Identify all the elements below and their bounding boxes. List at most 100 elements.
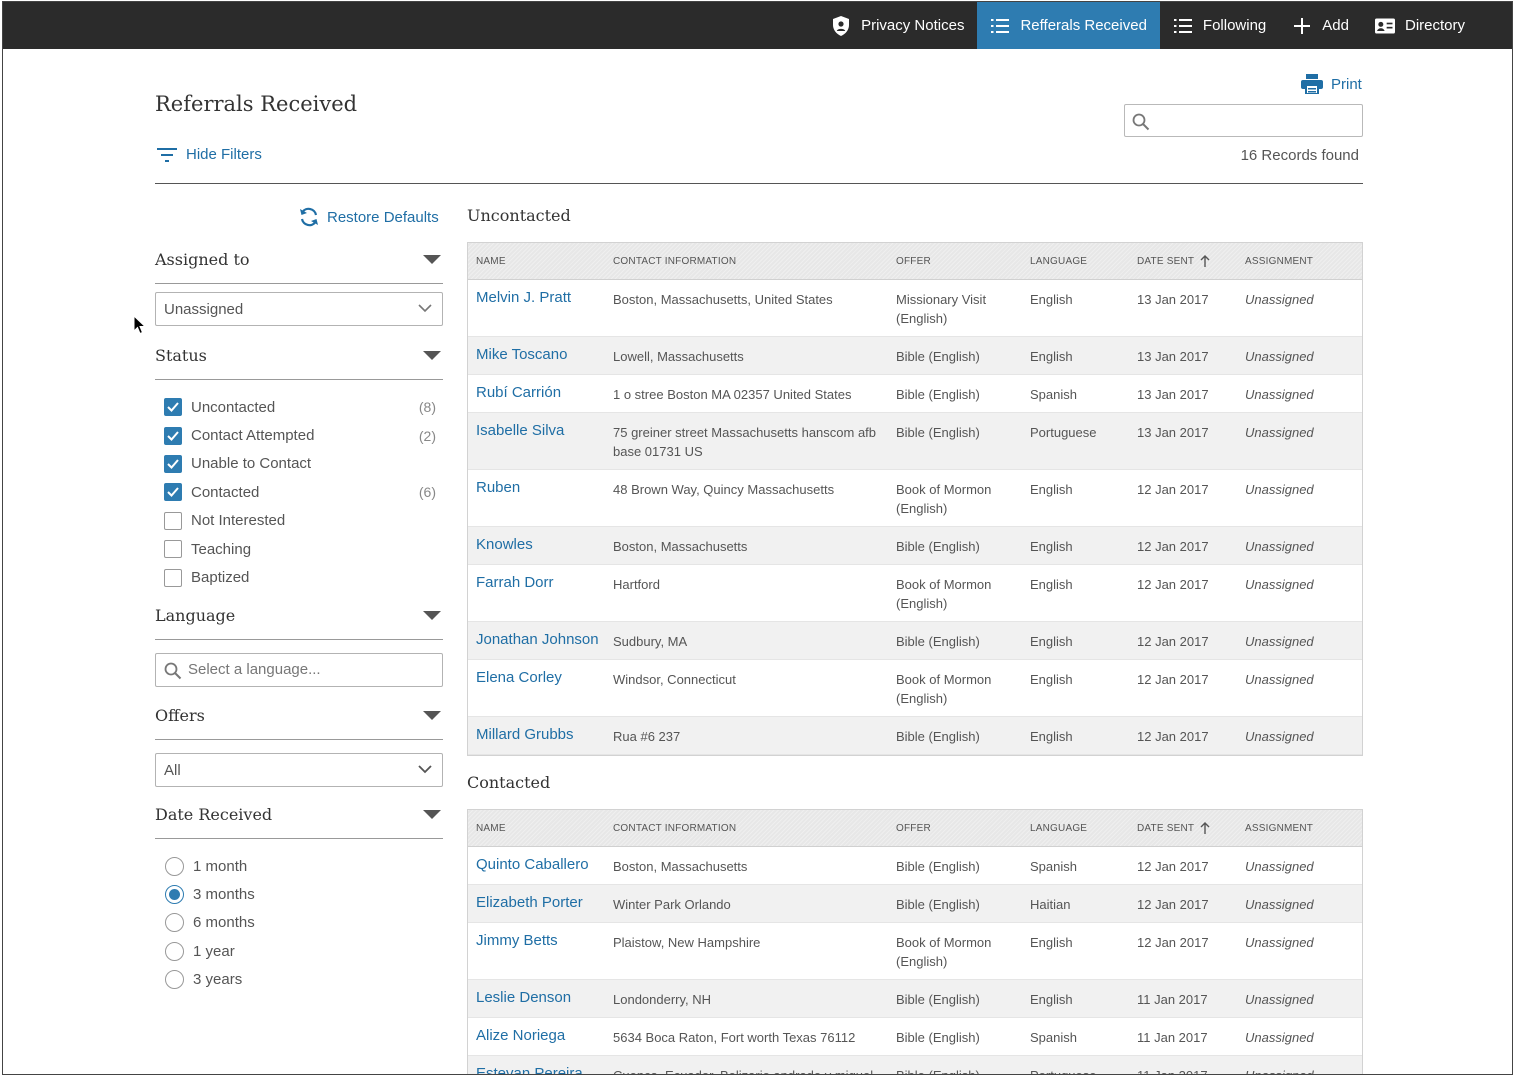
assigned-to-toggle[interactable]: Assigned to	[155, 248, 443, 270]
contacted-table-body: Quinto Caballero Boston, Massachusetts Bib…	[468, 847, 1362, 1075]
column-header-date-sent[interactable]: DATE SENT	[1129, 822, 1237, 834]
table-row[interactable]: Farrah Dorr Hartford Book of Mormon (Engli…	[468, 565, 1362, 622]
status-option-teaching[interactable]: Teaching	[164, 535, 444, 563]
offers-select[interactable]: All	[155, 753, 443, 787]
language-input[interactable]	[188, 654, 428, 685]
status-option-not-interested[interactable]: Not Interested	[164, 507, 444, 535]
radio-button[interactable]	[165, 941, 184, 961]
column-header-assignment[interactable]: ASSIGNMENT	[1245, 255, 1314, 267]
nav-add[interactable]: Add	[1279, 2, 1362, 49]
table-row[interactable]: Estevan Pereira Cuenca, Ecuador, Belizari…	[468, 1056, 1362, 1075]
assigned-to-select[interactable]: Unassigned	[155, 292, 443, 326]
row-name-link[interactable]: Estevan Pereira	[476, 1065, 583, 1075]
radio-button[interactable]	[165, 913, 184, 933]
row-name-link[interactable]: Farrah Dorr	[476, 574, 554, 591]
status-option-contact-attempted[interactable]: Contact Attempted (2)	[164, 421, 444, 449]
chevron-down-icon	[418, 304, 432, 313]
status-option-baptized[interactable]: Baptized	[164, 563, 444, 591]
checkbox-unchecked[interactable]	[164, 568, 182, 587]
table-row[interactable]: Jimmy Betts Plaistow, New Hampshire Book o…	[468, 923, 1362, 980]
nav-referrals-received[interactable]: Refferals Received	[977, 2, 1160, 49]
date-option-3-years[interactable]: 3 years	[165, 966, 365, 994]
row-name-link[interactable]: Melvin J. Pratt	[476, 289, 572, 306]
table-row[interactable]: Knowles Boston, Massachusetts Bible (Engli…	[468, 527, 1362, 565]
row-contact-info: Hartford	[613, 577, 660, 592]
row-name-link[interactable]: Ruben	[476, 479, 521, 496]
row-name-link[interactable]: Rubí Carrión	[476, 384, 562, 401]
radio-button[interactable]	[165, 856, 184, 876]
row-name-link[interactable]: Isabelle Silva	[476, 422, 565, 439]
row-contact-info: Lowell, Massachusetts	[613, 349, 744, 364]
row-name-link[interactable]: Elena Corley	[476, 669, 562, 686]
column-header-contact[interactable]: CONTACT INFORMATION	[613, 255, 737, 267]
nav-directory[interactable]: Directory	[1362, 2, 1478, 49]
print-button[interactable]: Print	[1301, 74, 1362, 94]
column-header-language[interactable]: LANGUAGE	[1030, 822, 1088, 834]
status-option-uncontacted[interactable]: Uncontacted (8)	[164, 393, 444, 421]
row-name-link[interactable]: Alize Noriega	[476, 1027, 566, 1044]
nav-following-label: Following	[1202, 17, 1267, 34]
row-assignment: Unassigned	[1245, 992, 1314, 1007]
table-row[interactable]: Alize Noriega 5634 Boca Raton, Fort worth…	[468, 1018, 1362, 1056]
nav-privacy-notices[interactable]: Privacy Notices	[818, 2, 977, 49]
row-name-link[interactable]: Quinto Caballero	[476, 856, 589, 873]
date-option-1-year[interactable]: 1 year	[165, 937, 365, 965]
offers-filter: Offers All	[155, 704, 443, 787]
row-name-link[interactable]: Elizabeth Porter	[476, 894, 583, 911]
status-option-contacted[interactable]: Contacted (6)	[164, 478, 444, 506]
column-header-name[interactable]: NAME	[476, 822, 506, 834]
sort-ascending-icon	[1200, 255, 1210, 267]
table-row[interactable]: Elizabeth Porter Winter Park Orlando Bible…	[468, 885, 1362, 923]
table-row[interactable]: Mike Toscano Lowell, Massachusetts Bible (…	[468, 337, 1362, 375]
nav-following[interactable]: Following	[1160, 2, 1279, 49]
date-option-1-month[interactable]: 1 month	[165, 852, 365, 880]
row-name-link[interactable]: Mike Toscano	[476, 346, 568, 363]
column-header-contact[interactable]: CONTACT INFORMATION	[613, 822, 737, 834]
table-row[interactable]: Elena Corley Windsor, Connecticut Book of …	[468, 660, 1362, 717]
row-offer: Missionary Visit (English)	[896, 292, 987, 326]
row-name-link[interactable]: Knowles	[476, 536, 533, 553]
checkbox-checked[interactable]	[164, 454, 182, 473]
search-input[interactable]	[1157, 105, 1357, 135]
status-option-unable-to-contact[interactable]: Unable to Contact	[164, 450, 444, 478]
column-header-language[interactable]: LANGUAGE	[1030, 255, 1088, 267]
table-row[interactable]: Isabelle Silva 75 greiner street Massachu…	[468, 413, 1362, 470]
column-header-date-sent[interactable]: DATE SENT	[1129, 255, 1237, 267]
row-name-link[interactable]: Jonathan Johnson	[476, 631, 599, 648]
plus-icon	[1292, 16, 1312, 36]
row-offer: Bible (English)	[896, 859, 980, 874]
table-row[interactable]: Quinto Caballero Boston, Massachusetts Bib…	[468, 847, 1362, 885]
column-header-offer[interactable]: OFFER	[896, 822, 931, 834]
date-option-6-months[interactable]: 6 months	[165, 909, 365, 937]
status-toggle[interactable]: Status	[155, 344, 443, 366]
date-option-3-months[interactable]: 3 months	[165, 880, 365, 908]
hide-filters-button[interactable]: Hide Filters	[157, 146, 262, 163]
restore-defaults-button[interactable]: Restore Defaults	[298, 207, 439, 227]
assigned-to-value: Unassigned	[164, 301, 244, 318]
table-row[interactable]: Ruben 48 Brown Way, Quincy Massachusetts B…	[468, 470, 1362, 527]
row-name-link[interactable]: Leslie Denson	[476, 989, 572, 1006]
table-row[interactable]: Melvin J. Pratt Boston, Massachusetts, Un…	[468, 280, 1362, 337]
table-row[interactable]: Rubí Carrión 1 o stree Boston MA 02357 Un…	[468, 375, 1362, 413]
row-name-link[interactable]: Millard Grubbs	[476, 726, 574, 743]
offers-toggle[interactable]: Offers	[155, 704, 443, 726]
checkbox-unchecked[interactable]	[164, 511, 182, 530]
column-header-name[interactable]: NAME	[476, 255, 506, 267]
table-row[interactable]: Jonathan Johnson Sudbury, MA Bible (Englis…	[468, 622, 1362, 660]
checkbox-checked[interactable]	[164, 426, 182, 445]
table-row[interactable]: Millard Grubbs Rua #6 237 Bible (English) E…	[468, 717, 1362, 755]
language-search-field[interactable]	[155, 653, 443, 687]
language-toggle[interactable]: Language	[155, 604, 443, 626]
checkbox-unchecked[interactable]	[164, 540, 182, 559]
radio-button-selected[interactable]	[165, 885, 184, 905]
row-name-link[interactable]: Jimmy Betts	[476, 932, 558, 949]
radio-button[interactable]	[165, 970, 184, 990]
checkbox-checked[interactable]	[164, 398, 182, 417]
column-header-assignment[interactable]: ASSIGNMENT	[1245, 822, 1314, 834]
search-field[interactable]	[1124, 104, 1363, 137]
column-header-offer[interactable]: OFFER	[896, 255, 931, 267]
table-row[interactable]: Leslie Denson Londonderry, NH Bible (Engli…	[468, 980, 1362, 1018]
divider	[155, 639, 443, 640]
date-received-toggle[interactable]: Date Received	[155, 803, 443, 825]
checkbox-checked[interactable]	[164, 483, 182, 502]
